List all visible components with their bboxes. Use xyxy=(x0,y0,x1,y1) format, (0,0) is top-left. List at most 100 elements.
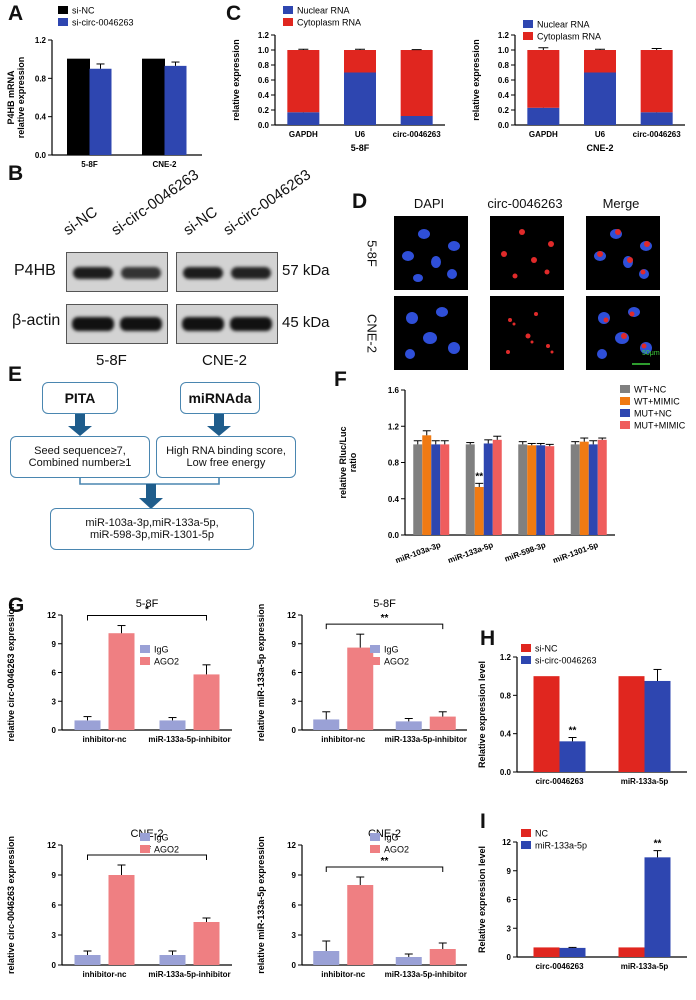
panel-label-d: D xyxy=(352,190,368,213)
band xyxy=(183,267,223,279)
cell-label-cne-2: CNE-2 xyxy=(202,352,248,369)
legend-swatch xyxy=(140,657,150,665)
x-axis-label: 5-8F xyxy=(351,143,370,153)
y-tick-label: 0 xyxy=(292,726,297,735)
legend-swatch xyxy=(521,644,531,652)
chart-a-p4hb-mrna: 0.0 0.4 0.8 1.2 P4HB mRNA relative expression… xyxy=(6,6,202,169)
significance-mark: ** xyxy=(475,471,483,482)
panel-label-g: G xyxy=(8,594,25,617)
bar xyxy=(640,50,673,113)
significance-mark: ** xyxy=(654,839,662,850)
flow-box-seed: Seed sequence≥7, Combined number≥1 xyxy=(10,436,150,478)
band xyxy=(231,267,271,279)
y-tick-label: 0.4 xyxy=(35,113,47,122)
flow-box-result: miR-103a-3p,miR-133a-5p, miR-598-3p,miR-… xyxy=(50,508,254,550)
bar xyxy=(559,741,586,772)
y-axis-label: relative expression xyxy=(16,57,26,139)
bar xyxy=(536,445,546,535)
y-tick-label: 0.0 xyxy=(498,121,510,130)
panel-label-f: F xyxy=(334,368,347,391)
y-tick-label: 0.0 xyxy=(388,531,400,540)
bar xyxy=(395,721,422,730)
y-tick-label: 0.4 xyxy=(498,91,510,100)
y-axis-label: relative Rluc/Luc xyxy=(338,426,348,498)
bar xyxy=(193,674,220,730)
chart-title: 5-8F xyxy=(373,598,396,610)
flow-box-pita: PITA xyxy=(42,382,118,414)
significance-bracket xyxy=(325,866,444,872)
bar xyxy=(422,435,432,535)
significance-bracket xyxy=(87,854,207,860)
x-tick-label: inhibitor-nc xyxy=(321,735,366,744)
x-tick-label: miR-133a-5p-inhibitor xyxy=(385,735,467,744)
panel-label-c: C xyxy=(226,2,242,25)
bar xyxy=(527,107,560,125)
y-tick-label: 0.0 xyxy=(500,768,512,777)
legend-swatch xyxy=(521,829,531,837)
y-axis-label: relative miR-133a-5p expression xyxy=(256,604,266,742)
bar xyxy=(287,50,320,113)
legend-swatch xyxy=(140,645,150,653)
y-tick-label: 0.4 xyxy=(258,91,270,100)
legend-swatch xyxy=(370,657,380,665)
flow-pita-label: PITA xyxy=(64,390,96,406)
significance-bracket xyxy=(87,615,207,621)
x-tick-label: miR-133a-5p-inhibitor xyxy=(148,970,230,979)
legend-label: MUT+MIMIC xyxy=(634,421,686,431)
chart-c-5-8f-fractionation: 0.0 0.2 0.4 0.6 0.8 1.0 1.2 relative expression… xyxy=(231,6,445,153)
x-tick-label: circ-0046263 xyxy=(393,130,442,139)
legend-swatch xyxy=(58,18,68,26)
y-axis-label: ratio xyxy=(348,452,358,472)
chart-c-cne-2-fractionation: 0.0 0.2 0.4 0.6 0.8 1.0 1.2 relative expression… xyxy=(471,20,685,153)
bar xyxy=(193,922,220,965)
micro-cne-2-merge xyxy=(586,296,660,370)
bar xyxy=(518,444,528,535)
y-tick-label: 0 xyxy=(52,961,57,970)
legend-label: WT+MIMIC xyxy=(634,397,680,407)
y-axis-label: relative expression xyxy=(471,39,481,121)
x-tick-label: circ-0046263 xyxy=(535,777,584,786)
row-label-beta-actin: β-actin xyxy=(12,312,61,329)
y-tick-label: 0.4 xyxy=(500,730,512,739)
bar xyxy=(74,955,101,965)
y-tick-label: 0.8 xyxy=(498,61,510,70)
y-tick-label: 1.6 xyxy=(388,386,400,395)
bar xyxy=(347,647,374,730)
x-tick-label: 5-8F xyxy=(81,160,98,169)
micro-row-5-8f: 5-8F xyxy=(364,240,380,267)
legend-swatch xyxy=(370,845,380,853)
bar xyxy=(413,444,423,535)
chart-title: 5-8F xyxy=(136,598,159,610)
bar xyxy=(108,633,135,730)
panel-label-e: E xyxy=(8,363,23,386)
panel-label-h: H xyxy=(480,627,496,650)
y-tick-label: 6 xyxy=(292,669,297,678)
significance-mark: ** xyxy=(381,613,389,624)
legend-label: NC xyxy=(535,829,548,839)
flow-arrows xyxy=(68,414,231,509)
bar xyxy=(545,446,555,535)
bar xyxy=(618,676,645,772)
bar xyxy=(584,50,616,73)
band xyxy=(120,317,162,331)
bar xyxy=(159,955,186,965)
lane-label-si-nc-2: si-NC xyxy=(180,203,221,239)
bar xyxy=(570,444,580,535)
legend-swatch xyxy=(58,6,68,14)
row-label-p4hb: P4HB xyxy=(14,262,56,279)
bar xyxy=(67,58,90,156)
y-tick-label: 12 xyxy=(287,611,296,620)
blot-actin-5-8f xyxy=(66,304,168,344)
flow-result-line2: miR-598-3p,miR-1301-5p xyxy=(89,529,215,541)
band xyxy=(182,317,224,331)
arrow-down-icon xyxy=(68,414,92,436)
x-tick-label: U6 xyxy=(595,130,606,139)
legend-label: WT+NC xyxy=(634,385,667,395)
y-tick-label: 12 xyxy=(47,611,56,620)
lane-label-si-nc-1: si-NC xyxy=(60,203,101,239)
y-tick-label: 3 xyxy=(507,924,512,933)
legend-label: si-circ-0046263 xyxy=(535,656,597,666)
legend-swatch xyxy=(620,421,630,429)
x-tick-label: GAPDH xyxy=(289,130,318,139)
